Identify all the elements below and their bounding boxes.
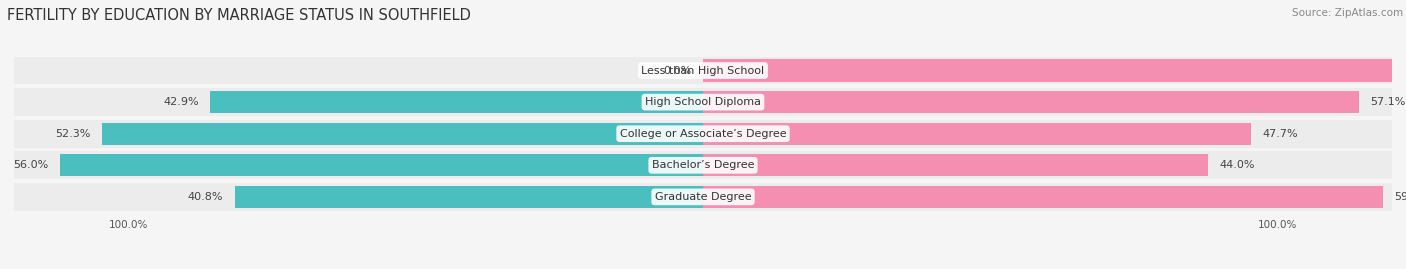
Text: 42.9%: 42.9% xyxy=(163,97,198,107)
Text: Graduate Degree: Graduate Degree xyxy=(655,192,751,202)
Bar xyxy=(703,186,1382,208)
Bar xyxy=(14,88,1392,116)
Text: 100.0%: 100.0% xyxy=(110,220,149,230)
Bar xyxy=(211,91,703,113)
Bar xyxy=(703,123,1251,145)
Bar xyxy=(703,154,1208,176)
Text: 0.0%: 0.0% xyxy=(664,66,692,76)
Text: Bachelor’s Degree: Bachelor’s Degree xyxy=(652,160,754,170)
Text: 44.0%: 44.0% xyxy=(1219,160,1256,170)
Bar xyxy=(60,154,703,176)
Text: Source: ZipAtlas.com: Source: ZipAtlas.com xyxy=(1292,8,1403,18)
Bar xyxy=(703,59,1406,82)
Bar xyxy=(235,186,703,208)
Bar xyxy=(14,57,1392,84)
Text: 52.3%: 52.3% xyxy=(56,129,91,139)
Bar xyxy=(703,91,1358,113)
Text: FERTILITY BY EDUCATION BY MARRIAGE STATUS IN SOUTHFIELD: FERTILITY BY EDUCATION BY MARRIAGE STATU… xyxy=(7,8,471,23)
Text: 47.7%: 47.7% xyxy=(1263,129,1298,139)
Text: 56.0%: 56.0% xyxy=(13,160,48,170)
Text: 59.2%: 59.2% xyxy=(1395,192,1406,202)
Text: College or Associate’s Degree: College or Associate’s Degree xyxy=(620,129,786,139)
Bar xyxy=(14,151,1392,179)
Text: Less than High School: Less than High School xyxy=(641,66,765,76)
Bar xyxy=(103,123,703,145)
Text: 40.8%: 40.8% xyxy=(187,192,224,202)
Text: High School Diploma: High School Diploma xyxy=(645,97,761,107)
Bar xyxy=(14,183,1392,211)
Bar xyxy=(14,120,1392,148)
Text: 57.1%: 57.1% xyxy=(1369,97,1406,107)
Text: 100.0%: 100.0% xyxy=(1257,220,1296,230)
